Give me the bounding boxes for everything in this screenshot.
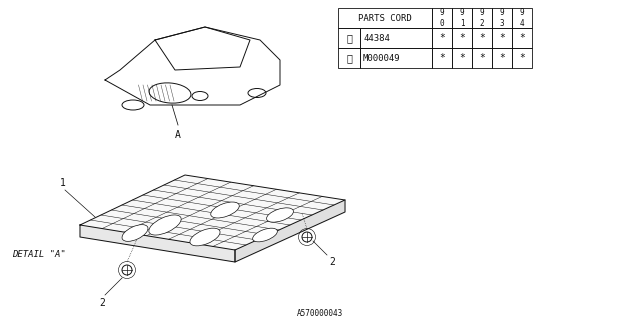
Bar xyxy=(472,28,492,48)
Text: 9
2: 9 2 xyxy=(480,8,484,28)
Text: PARTS CORD: PARTS CORD xyxy=(358,13,412,22)
Polygon shape xyxy=(80,225,235,262)
Text: *: * xyxy=(499,53,505,63)
Text: A570000043: A570000043 xyxy=(297,308,343,317)
Bar xyxy=(512,48,532,68)
Ellipse shape xyxy=(149,83,191,103)
Bar xyxy=(432,8,452,28)
Ellipse shape xyxy=(266,208,294,222)
Text: 2: 2 xyxy=(329,257,335,267)
Ellipse shape xyxy=(192,92,208,100)
Text: 1: 1 xyxy=(60,178,66,188)
Bar xyxy=(452,28,472,48)
Ellipse shape xyxy=(211,202,239,218)
Bar xyxy=(338,8,432,28)
Ellipse shape xyxy=(149,215,181,235)
Bar xyxy=(512,28,532,48)
Ellipse shape xyxy=(122,225,148,241)
Text: *: * xyxy=(479,53,485,63)
Bar xyxy=(492,8,512,28)
Text: *: * xyxy=(499,33,505,43)
Text: *: * xyxy=(519,53,525,63)
Text: *: * xyxy=(459,53,465,63)
Ellipse shape xyxy=(253,228,277,242)
Text: *: * xyxy=(519,33,525,43)
Text: *: * xyxy=(459,33,465,43)
Circle shape xyxy=(122,265,132,275)
Polygon shape xyxy=(80,175,345,250)
Text: DETAIL "A": DETAIL "A" xyxy=(12,250,66,259)
Bar xyxy=(338,48,360,68)
Polygon shape xyxy=(235,200,345,262)
Bar xyxy=(338,28,360,48)
Bar xyxy=(472,48,492,68)
Text: 9
1: 9 1 xyxy=(460,8,464,28)
Circle shape xyxy=(302,232,312,242)
Bar xyxy=(472,8,492,28)
Text: A: A xyxy=(175,130,181,140)
Text: *: * xyxy=(439,33,445,43)
Bar xyxy=(360,28,432,48)
Text: 9
3: 9 3 xyxy=(500,8,504,28)
Text: 44384: 44384 xyxy=(363,34,390,43)
Text: 9
4: 9 4 xyxy=(520,8,524,28)
Bar xyxy=(492,48,512,68)
Ellipse shape xyxy=(190,228,220,246)
Bar xyxy=(360,48,432,68)
Text: 9
0: 9 0 xyxy=(440,8,444,28)
Ellipse shape xyxy=(248,89,266,98)
Bar xyxy=(432,48,452,68)
Text: *: * xyxy=(479,33,485,43)
Bar xyxy=(512,8,532,28)
Bar xyxy=(452,48,472,68)
Text: M000049: M000049 xyxy=(363,53,401,62)
Bar xyxy=(492,28,512,48)
Bar xyxy=(452,8,472,28)
Text: ①: ① xyxy=(346,33,352,43)
Text: *: * xyxy=(439,53,445,63)
Text: ②: ② xyxy=(346,53,352,63)
Bar xyxy=(432,28,452,48)
Ellipse shape xyxy=(122,100,144,110)
Text: 2: 2 xyxy=(99,298,105,308)
